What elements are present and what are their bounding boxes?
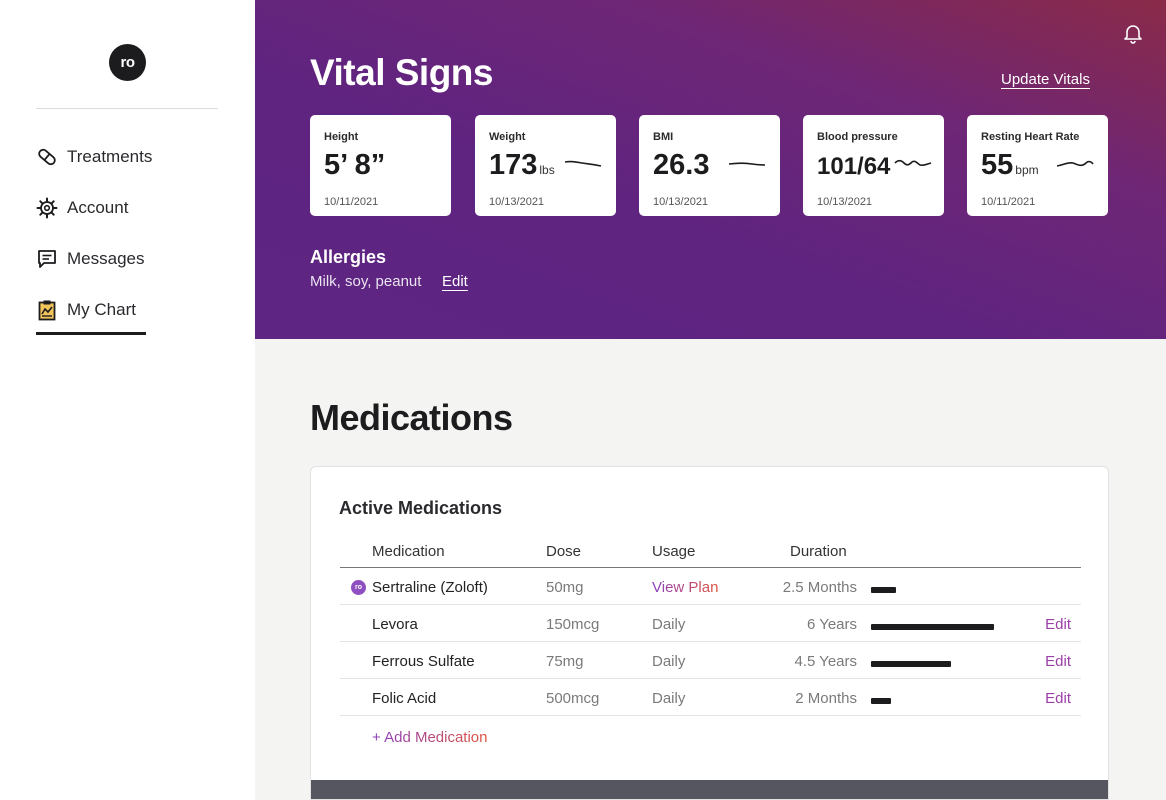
sparkline-icon <box>564 160 602 167</box>
duration-bar <box>871 624 994 630</box>
column-header-dose: Dose <box>546 543 582 560</box>
bell-icon[interactable] <box>1122 22 1144 44</box>
add-medication-button[interactable]: + Add Medication <box>372 729 488 746</box>
sidebar-item-my-chart[interactable]: My Chart <box>36 295 136 325</box>
medications-title: Medications <box>310 397 513 438</box>
vital-value: 26.3 <box>653 149 710 181</box>
medication-dose: 150mcg <box>546 616 600 633</box>
medication-duration: 6 Years <box>806 616 857 633</box>
sparkline-icon <box>728 162 766 166</box>
medication-usage: Daily <box>652 690 686 707</box>
vital-card-blood-pressure[interactable]: Blood pressure 101/64 10/13/2021 <box>803 115 944 216</box>
medication-dose: 500mcg <box>546 690 600 707</box>
medication-usage: Daily <box>652 616 686 633</box>
vital-date: 10/11/2021 <box>324 196 379 208</box>
table-row: ro Sertraline (Zoloft) 50mg View Plan 2.… <box>340 568 1081 605</box>
table-row: Ferrous Sulfate 75mg Daily 4.5 Years Edi… <box>340 642 1081 679</box>
vital-card-resting-heart-rate[interactable]: Resting Heart Rate 55 bpm 10/11/2021 <box>967 115 1108 216</box>
vital-label: Resting Heart Rate <box>981 131 1080 143</box>
medication-name: Sertraline (Zoloft) <box>372 579 488 596</box>
allergies-title: Allergies <box>310 247 387 267</box>
pill-icon <box>36 146 58 168</box>
ro-logo[interactable]: ro <box>109 44 146 81</box>
table-header-divider <box>340 567 1081 568</box>
edit-medication-button[interactable]: Edit <box>1045 616 1071 633</box>
clipboard-icon <box>36 299 58 321</box>
vital-card-bmi[interactable]: BMI 26.3 10/13/2021 <box>639 115 780 216</box>
panel-title: Active Medications <box>339 498 503 518</box>
vital-label: Blood pressure <box>817 131 898 143</box>
medication-name: Ferrous Sulfate <box>372 653 475 670</box>
medication-duration: 2 Months <box>795 690 857 707</box>
sidebar-item-messages[interactable]: Messages <box>36 244 144 274</box>
active-nav-indicator <box>36 332 146 335</box>
update-vitals-link[interactable]: Update Vitals <box>1001 71 1090 88</box>
medication-dose: 75mg <box>546 653 584 670</box>
edit-medication-button[interactable]: Edit <box>1045 690 1071 707</box>
column-header-duration: Duration <box>790 543 847 560</box>
vital-label: Height <box>324 131 359 143</box>
ro-badge-icon: ro <box>351 580 366 595</box>
page-title: Vital Signs <box>310 52 494 93</box>
column-header-medication: Medication <box>372 543 445 560</box>
vital-value: 5’ 8” <box>324 149 386 181</box>
medication-dose: 50mg <box>546 579 584 596</box>
vital-label: BMI <box>653 131 674 143</box>
sparkline-icon <box>1056 160 1094 167</box>
sidebar-item-label: Treatments <box>67 147 153 166</box>
message-icon <box>36 248 58 270</box>
view-plan-link[interactable]: View Plan <box>652 579 719 596</box>
sidebar: ro Treatments Account Messages My Chart <box>0 0 255 800</box>
vital-unit: lbs <box>539 163 555 177</box>
vital-value: 173 lbs <box>489 149 555 181</box>
table-row: Folic Acid 500mcg Daily 2 Months Edit <box>340 679 1081 716</box>
column-header-usage: Usage <box>652 543 696 560</box>
allergies-list: Milk, soy, peanut <box>310 273 422 290</box>
sidebar-item-account[interactable]: Account <box>36 193 128 223</box>
vital-date: 10/11/2021 <box>981 196 1036 208</box>
sidebar-item-label: My Chart <box>67 300 136 319</box>
medication-duration: 4.5 Years <box>794 653 857 670</box>
duration-bar <box>871 661 951 667</box>
medication-name: Folic Acid <box>372 690 437 707</box>
table-row: Levora 150mcg Daily 6 Years Edit <box>340 605 1081 642</box>
active-medications-panel: Active Medications Medication Dose Usage… <box>310 466 1109 800</box>
vital-date: 10/13/2021 <box>817 196 873 208</box>
vital-label: Weight <box>489 131 526 143</box>
sparkline-icon <box>894 159 932 167</box>
panel-footer <box>311 780 1108 799</box>
duration-bar <box>871 587 896 593</box>
vital-card-height[interactable]: Height 5’ 8” 10/11/2021 <box>310 115 451 216</box>
sidebar-item-label: Messages <box>67 249 145 268</box>
duration-bar <box>871 698 891 704</box>
vital-value: 101/64 <box>817 153 891 180</box>
vital-date: 10/13/2021 <box>653 196 709 208</box>
sidebar-divider <box>36 108 218 109</box>
vital-value: 55 bpm <box>981 149 1039 181</box>
vital-date: 10/13/2021 <box>489 196 545 208</box>
vital-unit: bpm <box>1015 163 1039 177</box>
vital-card-weight[interactable]: Weight 173 lbs 10/13/2021 <box>475 115 616 216</box>
medication-name: Levora <box>372 616 418 633</box>
edit-medication-button[interactable]: Edit <box>1045 653 1071 670</box>
gear-icon <box>36 197 58 219</box>
vital-signs-header: Vital Signs Update Vitals Height 5’ 8” 1… <box>255 0 1166 339</box>
sidebar-item-label: Account <box>67 198 129 217</box>
sidebar-item-treatments[interactable]: Treatments <box>36 142 152 172</box>
medication-duration: 2.5 Months <box>782 579 857 596</box>
edit-allergies-link[interactable]: Edit <box>442 273 468 290</box>
medication-usage: Daily <box>652 653 686 670</box>
